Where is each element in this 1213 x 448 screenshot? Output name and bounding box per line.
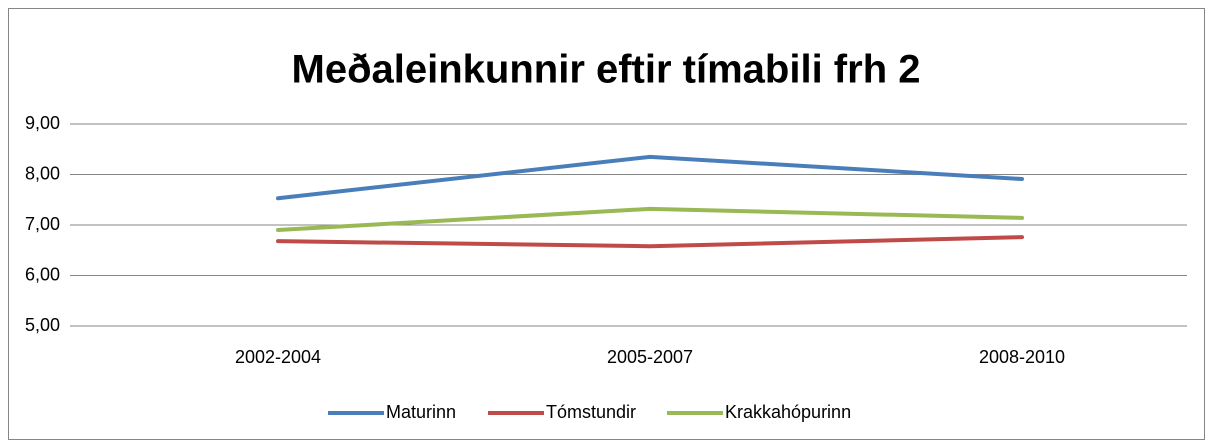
series-line bbox=[276, 235, 1024, 249]
legend-label: Krakkahópurinn bbox=[725, 402, 851, 422]
y-tick-label: 9,00 bbox=[25, 113, 60, 133]
x-tick-label: 2002-2004 bbox=[235, 347, 321, 367]
x-tick-label: 2008-2010 bbox=[979, 347, 1065, 367]
chart-title: Meðaleinkunnir eftir tímabili frh 2 bbox=[292, 48, 921, 92]
series-line bbox=[276, 154, 1024, 201]
y-tick-label: 6,00 bbox=[25, 264, 60, 284]
legend-label: Maturinn bbox=[386, 402, 456, 422]
series-line bbox=[276, 206, 1024, 233]
y-tick-label: 7,00 bbox=[25, 214, 60, 234]
legend-label: Tómstundir bbox=[546, 402, 636, 422]
y-tick-label: 5,00 bbox=[25, 315, 60, 335]
y-tick-label: 8,00 bbox=[25, 163, 60, 183]
x-tick-label: 2005-2007 bbox=[607, 347, 693, 367]
chart-frame bbox=[8, 8, 1205, 440]
